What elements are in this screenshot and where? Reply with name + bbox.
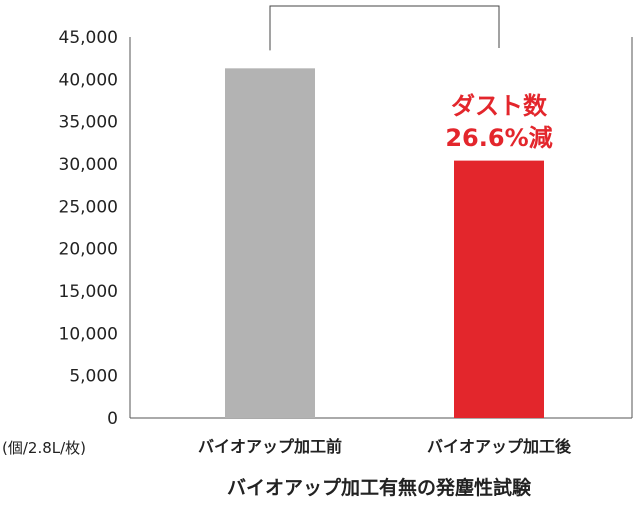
- y-tick-label: 0: [107, 409, 118, 429]
- y-tick-label: 35,000: [59, 113, 118, 133]
- y-tick-labels: 0 5,000 10,000 15,000 20,000 25,000 30,000 35,0…: [59, 28, 118, 429]
- y-tick-label: 30,000: [59, 155, 118, 175]
- y-tick-label: 45,000: [59, 28, 118, 48]
- bars-group: [225, 68, 544, 419]
- unit-label: (個/2.8L/枚): [2, 439, 86, 457]
- y-tick-label: 5,000: [69, 367, 118, 387]
- comparison-bracket: [269, 5, 500, 51]
- y-tick-label: 15,000: [59, 282, 118, 302]
- annotation-line1: ダスト数: [451, 92, 548, 120]
- y-tick-label: 40,000: [59, 70, 118, 90]
- axes-group: [129, 37, 633, 419]
- y-tick-label: 20,000: [59, 240, 118, 260]
- bar-1: [225, 68, 315, 419]
- category-label: バイオアップ加工前: [198, 437, 342, 456]
- annotation-line2: 26.6%減: [445, 124, 552, 152]
- bar-2: [454, 160, 544, 418]
- y-tick-label: 25,000: [59, 197, 118, 217]
- category-label: バイオアップ加工後: [427, 437, 572, 456]
- chart-title: バイオアップ加工有無の発塵性試験: [227, 476, 532, 499]
- y-tick-label: 10,000: [59, 324, 118, 344]
- category-labels: バイオアップ加工前 バイオアップ加工後: [198, 437, 572, 456]
